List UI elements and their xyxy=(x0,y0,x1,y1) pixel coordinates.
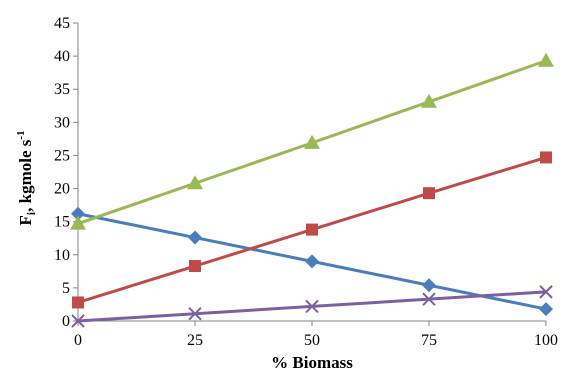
series-square xyxy=(72,151,552,309)
y-tick-label: 35 xyxy=(54,81,70,98)
x-tick-label: 0 xyxy=(74,332,82,349)
data-point-square xyxy=(306,223,318,236)
data-point-diamond xyxy=(188,230,202,245)
data-point-diamond xyxy=(71,206,85,221)
data-point-square xyxy=(189,260,201,273)
data-point-diamond xyxy=(422,278,436,293)
data-point-x xyxy=(422,292,436,306)
y-tick-label: 10 xyxy=(54,247,70,264)
series-triangle xyxy=(70,52,554,230)
data-point-triangle xyxy=(421,93,437,108)
data-point-triangle xyxy=(538,52,554,67)
y-axis-label-sup: -1 xyxy=(15,130,27,139)
data-point-square xyxy=(423,187,435,200)
data-point-diamond xyxy=(539,302,553,317)
y-axis-label-rest: , kgmole s xyxy=(16,139,35,212)
data-point-diamond xyxy=(305,254,319,269)
series-group xyxy=(70,52,554,328)
y-tick-labels: 0 5 10 15 20 25 30 35 40 45 xyxy=(54,15,70,330)
y-axis-label: Fi, kgmole s-1 xyxy=(15,130,38,225)
x-tick-label: 100 xyxy=(534,332,558,349)
data-point-x xyxy=(71,314,85,328)
data-point-triangle xyxy=(187,175,203,190)
x-axis-label: % Biomass xyxy=(271,353,353,372)
y-tick-label: 25 xyxy=(54,147,70,164)
x-tick-label: 50 xyxy=(304,332,320,349)
y-tick-label: 45 xyxy=(54,15,70,32)
data-point-x xyxy=(539,285,553,299)
y-tick-label: 15 xyxy=(54,214,70,231)
x-tick-label: 25 xyxy=(187,332,203,349)
y-tick-label: 40 xyxy=(54,48,70,65)
x-tick-label: 75 xyxy=(421,332,437,349)
x-tick-labels: 0 25 50 75 100 xyxy=(74,332,558,349)
data-point-triangle xyxy=(304,134,320,149)
series-x xyxy=(71,285,553,328)
y-tick-label: 0 xyxy=(62,313,70,330)
data-point-square xyxy=(540,151,552,164)
data-point-square xyxy=(72,296,84,309)
data-point-triangle xyxy=(70,215,86,230)
y-tick-label: 20 xyxy=(54,181,70,198)
data-point-x xyxy=(305,299,319,314)
y-tick-label: 5 xyxy=(62,280,70,297)
y-axis-label-sub: i xyxy=(24,211,38,215)
series-diamond xyxy=(71,206,553,317)
axes xyxy=(73,22,547,326)
data-point-x xyxy=(188,307,202,321)
y-tick-label: 30 xyxy=(54,114,70,131)
y-axis-label-main: F xyxy=(16,215,35,225)
